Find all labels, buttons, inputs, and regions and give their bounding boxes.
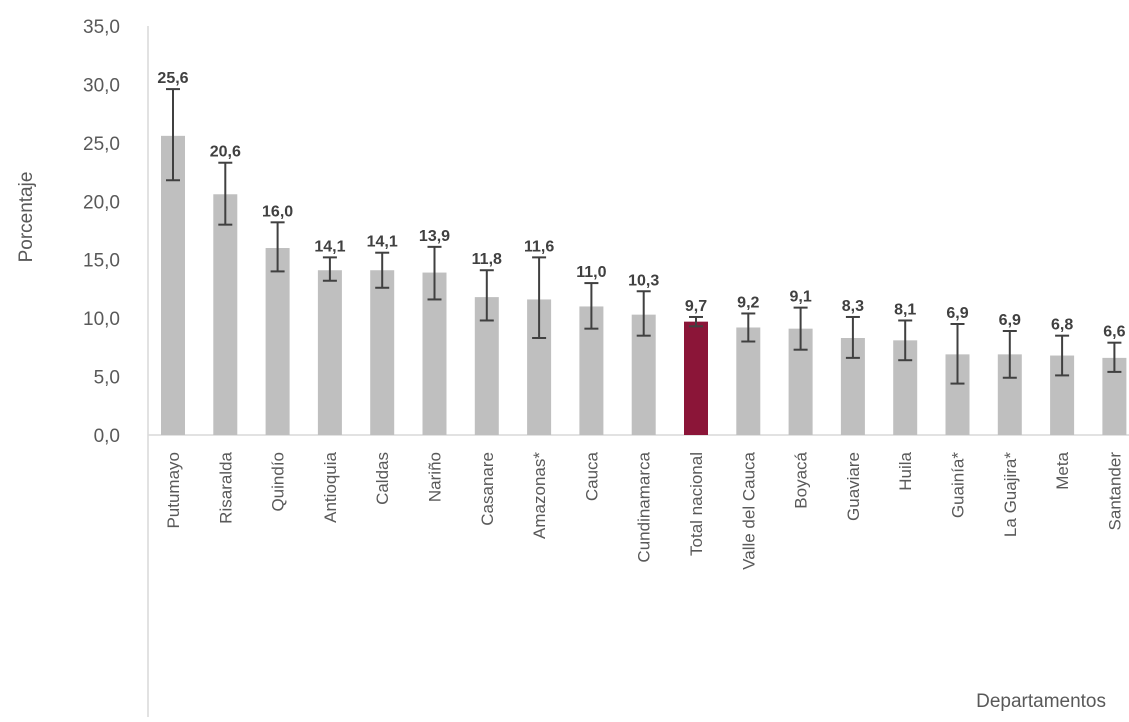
x-axis-title: Departamentos [976, 691, 1106, 712]
error-bars-group [166, 88, 1122, 385]
category-label: Meta [1053, 451, 1072, 489]
category-label: Quindío [269, 452, 288, 512]
category-label: Valle del Cauca [739, 451, 758, 569]
data-label: 6,6 [1103, 324, 1125, 341]
bar [370, 270, 395, 435]
category-label: Total nacional [687, 452, 706, 556]
category-label: Caldas [373, 452, 392, 505]
category-label: La Guajira* [1001, 452, 1020, 537]
data-label: 11,0 [576, 264, 606, 281]
category-label: Risaralda [216, 451, 235, 523]
data-label: 14,1 [367, 234, 398, 251]
y-tick-label: 5,0 [94, 368, 120, 389]
data-labels-group: 25,6 20,6 16,0 14,1 14,1 13,9 11,8 11,6 11,0 10,3… [157, 70, 1125, 341]
category-label: Cundinamarca [635, 451, 654, 562]
bars-group [161, 135, 1127, 436]
category-label: Nariño [426, 452, 445, 502]
bar [736, 327, 761, 435]
category-label: Santander [1105, 452, 1124, 531]
bar [161, 135, 185, 436]
category-label: Guaviare [844, 452, 863, 521]
bar [265, 248, 290, 435]
data-label: 9,1 [789, 289, 811, 306]
category-label: Guainía* [949, 452, 968, 519]
data-label: 9,2 [737, 294, 759, 311]
bar [213, 194, 238, 435]
y-tick-label: 20,0 [83, 192, 120, 213]
y-tick-label: 0,0 [94, 426, 120, 447]
category-label: Putumayo [164, 452, 183, 529]
bar [317, 270, 342, 435]
data-label: 8,3 [842, 298, 864, 315]
data-label: 8,1 [894, 301, 916, 318]
data-label: 6,9 [946, 305, 968, 322]
y-tick-labels: 0,0 5,0 10,0 15,0 20,0 25,0 30,0 35,0 [83, 17, 120, 447]
category-label: Antioquia [321, 451, 340, 522]
data-label: 16,0 [262, 203, 293, 220]
data-label: 6,9 [999, 312, 1021, 329]
data-label: 9,7 [685, 298, 707, 315]
data-label: 11,8 [472, 251, 502, 268]
category-label: Huila [896, 451, 915, 490]
data-label: 6,8 [1051, 317, 1073, 334]
data-label: 20,6 [210, 144, 241, 161]
y-tick-label: 35,0 [83, 17, 120, 38]
data-label: 14,1 [314, 238, 345, 255]
category-label: Boyacá [792, 451, 811, 508]
data-label: 11,6 [524, 238, 554, 255]
y-tick-label: 10,0 [83, 309, 120, 330]
y-axis-title: Porcentaje [16, 172, 37, 263]
category-label: Casanare [478, 452, 497, 526]
category-label: Cauca [582, 451, 601, 501]
data-label: 10,3 [628, 272, 659, 289]
bar [684, 321, 708, 435]
y-tick-label: 15,0 [83, 251, 120, 272]
category-labels-group: Putumayo Risaralda Quindío Antioquia Caldas N… [164, 451, 1124, 569]
category-label: Amazonas* [530, 452, 549, 539]
y-tick-label: 30,0 [83, 75, 120, 96]
data-label: 25,6 [157, 70, 188, 87]
data-label: 13,9 [419, 228, 450, 245]
y-tick-label: 25,0 [83, 134, 120, 155]
